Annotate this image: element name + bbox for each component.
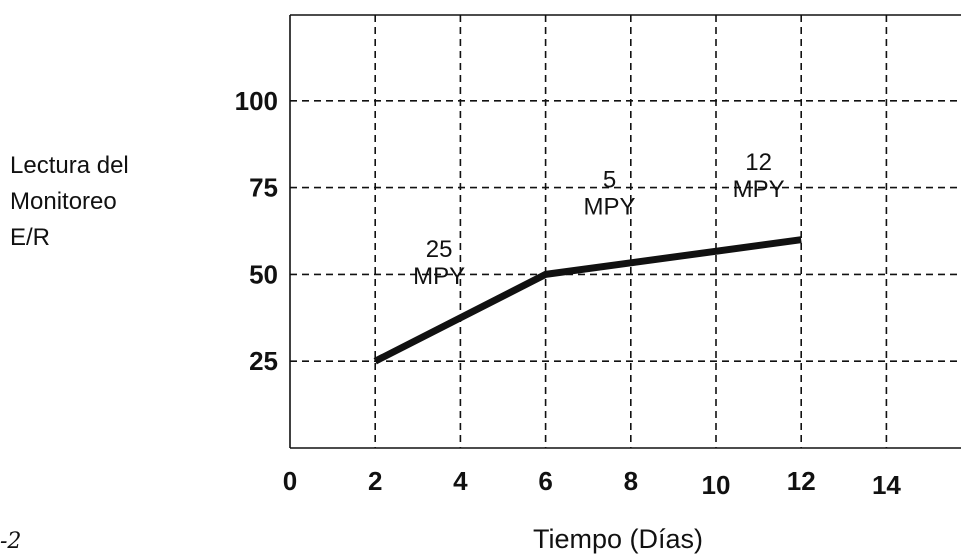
y-axis-title: Lectura del Monitoreo E/R — [10, 152, 129, 251]
series — [373, 236, 802, 365]
rate-annotation-1-line-0: 5 — [603, 167, 616, 194]
y-tick-label-75: 75 — [249, 173, 278, 203]
x-tick-label-0: 0 — [283, 466, 297, 496]
x-tick-label-6: 6 — [538, 466, 552, 496]
tick-labels: 0 2 4 6 8 10 12 14 25 50 75 100 — [235, 86, 902, 500]
y-axis-title-line-3: E/R — [10, 224, 50, 251]
x-axis-title: Tiempo (Días) — [533, 524, 703, 554]
grid — [290, 15, 961, 448]
figure-label-fragment: -2 — [0, 529, 21, 554]
axes — [289, 14, 961, 449]
x-tick-label-10: 10 — [702, 470, 731, 500]
x-tick-label-2: 2 — [368, 466, 382, 496]
rate-annotation-2-line-1: MPY — [733, 176, 785, 203]
x-tick-label-14: 14 — [872, 470, 901, 500]
rate-annotation-0-line-1: MPY — [413, 263, 465, 290]
rate-annotation-0-line-0: 25 — [426, 236, 453, 263]
rate-annotation-1-line-1: MPY — [583, 194, 635, 221]
x-tick-label-4: 4 — [453, 466, 468, 496]
y-axis-title-line-2: Monitoreo — [10, 188, 117, 215]
y-tick-label-50: 50 — [249, 259, 278, 289]
x-tick-label-12: 12 — [787, 466, 816, 496]
x-tick-label-8: 8 — [624, 466, 638, 496]
y-tick-label-100: 100 — [235, 86, 278, 116]
rate-annotation-2-line-0: 12 — [745, 149, 772, 176]
y-axis-title-line-1: Lectura del — [10, 152, 129, 179]
y-tick-label-25: 25 — [249, 346, 278, 376]
